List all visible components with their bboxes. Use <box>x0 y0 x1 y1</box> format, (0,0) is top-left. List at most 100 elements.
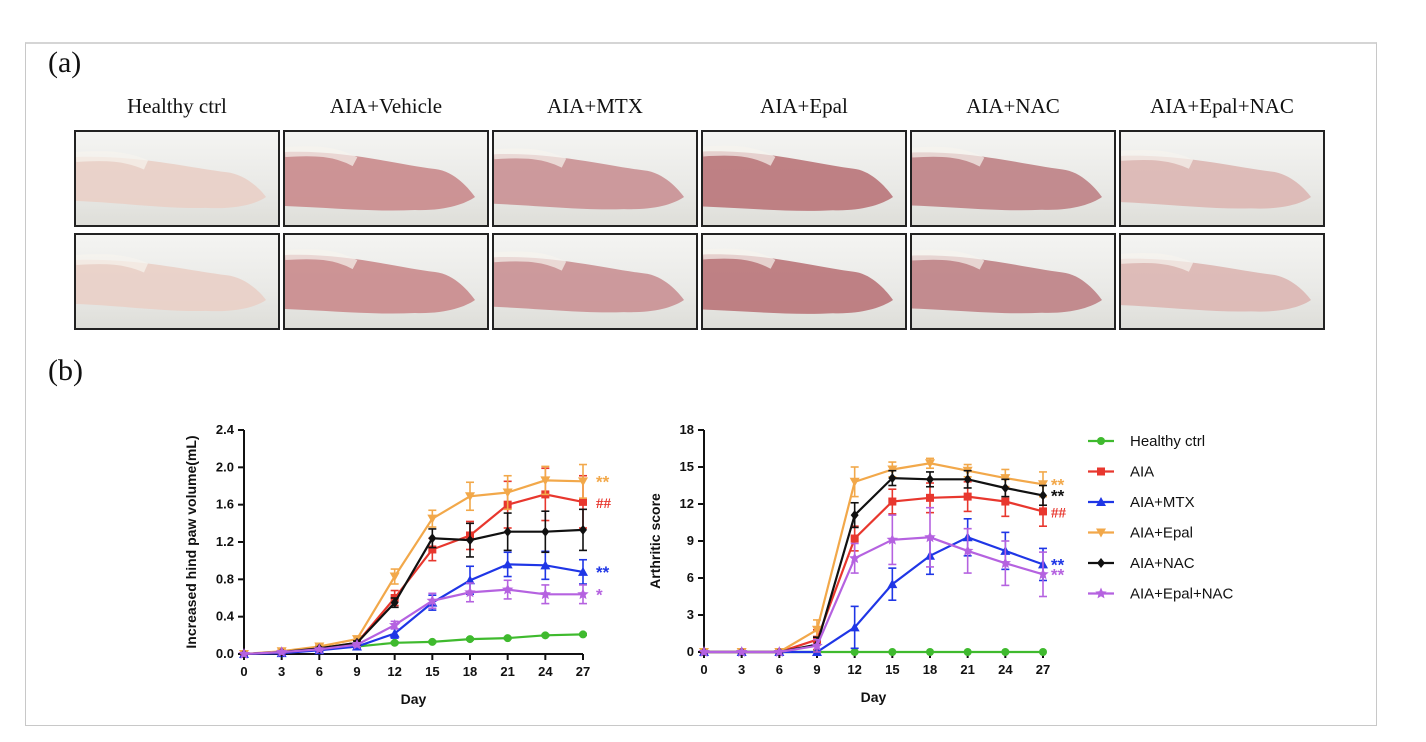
y-tick-label: 0 <box>687 644 694 659</box>
data-point <box>924 531 936 543</box>
significance-label: * <box>596 585 603 604</box>
panel-b-label: (b) <box>48 354 83 387</box>
data-point <box>963 648 972 656</box>
paw-photo <box>74 130 280 227</box>
series-line <box>704 495 1044 654</box>
x-tick-label: 18 <box>463 664 477 679</box>
data-point <box>389 572 400 582</box>
data-point <box>389 628 400 638</box>
data-point <box>428 545 437 554</box>
data-point <box>1039 490 1047 501</box>
data-point <box>427 514 438 524</box>
data-point <box>389 619 401 630</box>
x-tick-label: 15 <box>885 662 899 677</box>
series-aia-epal <box>699 457 1048 657</box>
legend-marker <box>1096 528 1106 538</box>
paw-photo <box>283 233 489 330</box>
data-point <box>849 477 860 487</box>
data-point <box>888 648 897 656</box>
series-aia-epal-nac <box>238 579 589 659</box>
data-point <box>238 648 250 659</box>
x-tick-label: 24 <box>538 664 553 679</box>
series-line <box>704 536 1044 654</box>
y-tick-label: 2.0 <box>216 459 234 474</box>
y-tick-label: 3 <box>687 607 694 622</box>
paw-photo <box>74 233 280 330</box>
x-tick-label: 27 <box>1036 662 1050 677</box>
significance-label: ** <box>1051 565 1065 584</box>
legend-label: AIA+Epal <box>1130 525 1193 542</box>
data-point <box>541 526 550 537</box>
data-point <box>886 533 898 545</box>
series-line <box>704 536 1044 654</box>
data-point <box>1001 648 1010 656</box>
x-tick-label: 0 <box>240 664 247 679</box>
group-label-aia-vehicle: AIA+Vehicle <box>329 94 443 118</box>
data-point <box>1039 648 1047 656</box>
x-tick-label: 21 <box>960 662 974 677</box>
data-point <box>887 579 898 589</box>
series-aia-epal-nac <box>698 506 1049 657</box>
data-point <box>502 488 513 498</box>
paw-photo <box>1119 130 1325 227</box>
arthritic-score-chart: 0 3 6 9 12 15 18 0 3 6 9 12 15 18 21 24 27 Day Arthritic s… <box>647 422 1067 705</box>
paw-photo <box>492 233 698 330</box>
legend-label: AIA+MTX <box>1130 494 1195 511</box>
data-point <box>539 588 551 600</box>
data-point <box>465 575 475 585</box>
legend-marker <box>1096 497 1106 506</box>
x-tick-label: 12 <box>387 664 401 679</box>
y-tick-label: 6 <box>687 570 694 585</box>
data-point <box>811 639 823 651</box>
data-point <box>698 646 710 657</box>
x-tick-label: 18 <box>923 662 937 677</box>
series-aia <box>700 480 1047 656</box>
significance-label: ** <box>596 563 610 582</box>
data-point <box>466 535 474 546</box>
data-point <box>351 638 363 650</box>
y-tick-label: 18 <box>680 422 694 437</box>
x-tick-label: 9 <box>353 664 360 679</box>
x-tick-label: 24 <box>998 662 1013 677</box>
data-point <box>812 625 822 635</box>
group-label-aia-epal-nac: AIA+Epal+NAC <box>1150 94 1294 118</box>
data-point <box>428 637 437 646</box>
data-point <box>577 588 589 600</box>
series-line <box>243 563 584 656</box>
data-point <box>850 648 859 656</box>
panel-a-label: (a) <box>48 46 82 79</box>
group-label-healthy-ctrl: Healthy ctrl <box>127 94 227 118</box>
series-aia <box>240 467 587 658</box>
legend-marker <box>1097 467 1105 476</box>
data-point <box>540 560 551 570</box>
x-tick-label: 12 <box>847 662 861 677</box>
data-point <box>502 583 514 595</box>
y-tick-label: 12 <box>680 496 694 511</box>
data-point <box>888 497 897 506</box>
x-tick-label: 15 <box>425 664 439 679</box>
legend-marker <box>1097 437 1105 445</box>
data-point <box>540 476 551 486</box>
paw-photo <box>701 130 907 227</box>
data-point <box>503 634 512 643</box>
data-point <box>503 526 512 537</box>
x-tick-label: 27 <box>576 664 590 679</box>
series-line <box>704 462 1044 654</box>
data-point <box>926 474 934 485</box>
legend-label: AIA+Epal+NAC <box>1130 586 1234 603</box>
legend-label: AIA+NAC <box>1130 555 1195 572</box>
data-point <box>963 492 972 501</box>
y-tick-label: 1.6 <box>216 497 234 512</box>
legend-label: Healthy ctrl <box>1130 433 1205 450</box>
series-line <box>243 588 583 656</box>
paw-photo <box>910 233 1116 330</box>
x-axis-title: Day <box>861 689 887 705</box>
data-point <box>578 566 588 576</box>
data-point <box>313 643 325 655</box>
data-point <box>1039 507 1047 516</box>
data-point <box>428 533 437 544</box>
y-tick-label: 0.4 <box>216 609 235 624</box>
data-point <box>1037 568 1049 580</box>
x-tick-label: 3 <box>738 662 745 677</box>
y-axis-title: Arthritic score <box>647 493 663 589</box>
